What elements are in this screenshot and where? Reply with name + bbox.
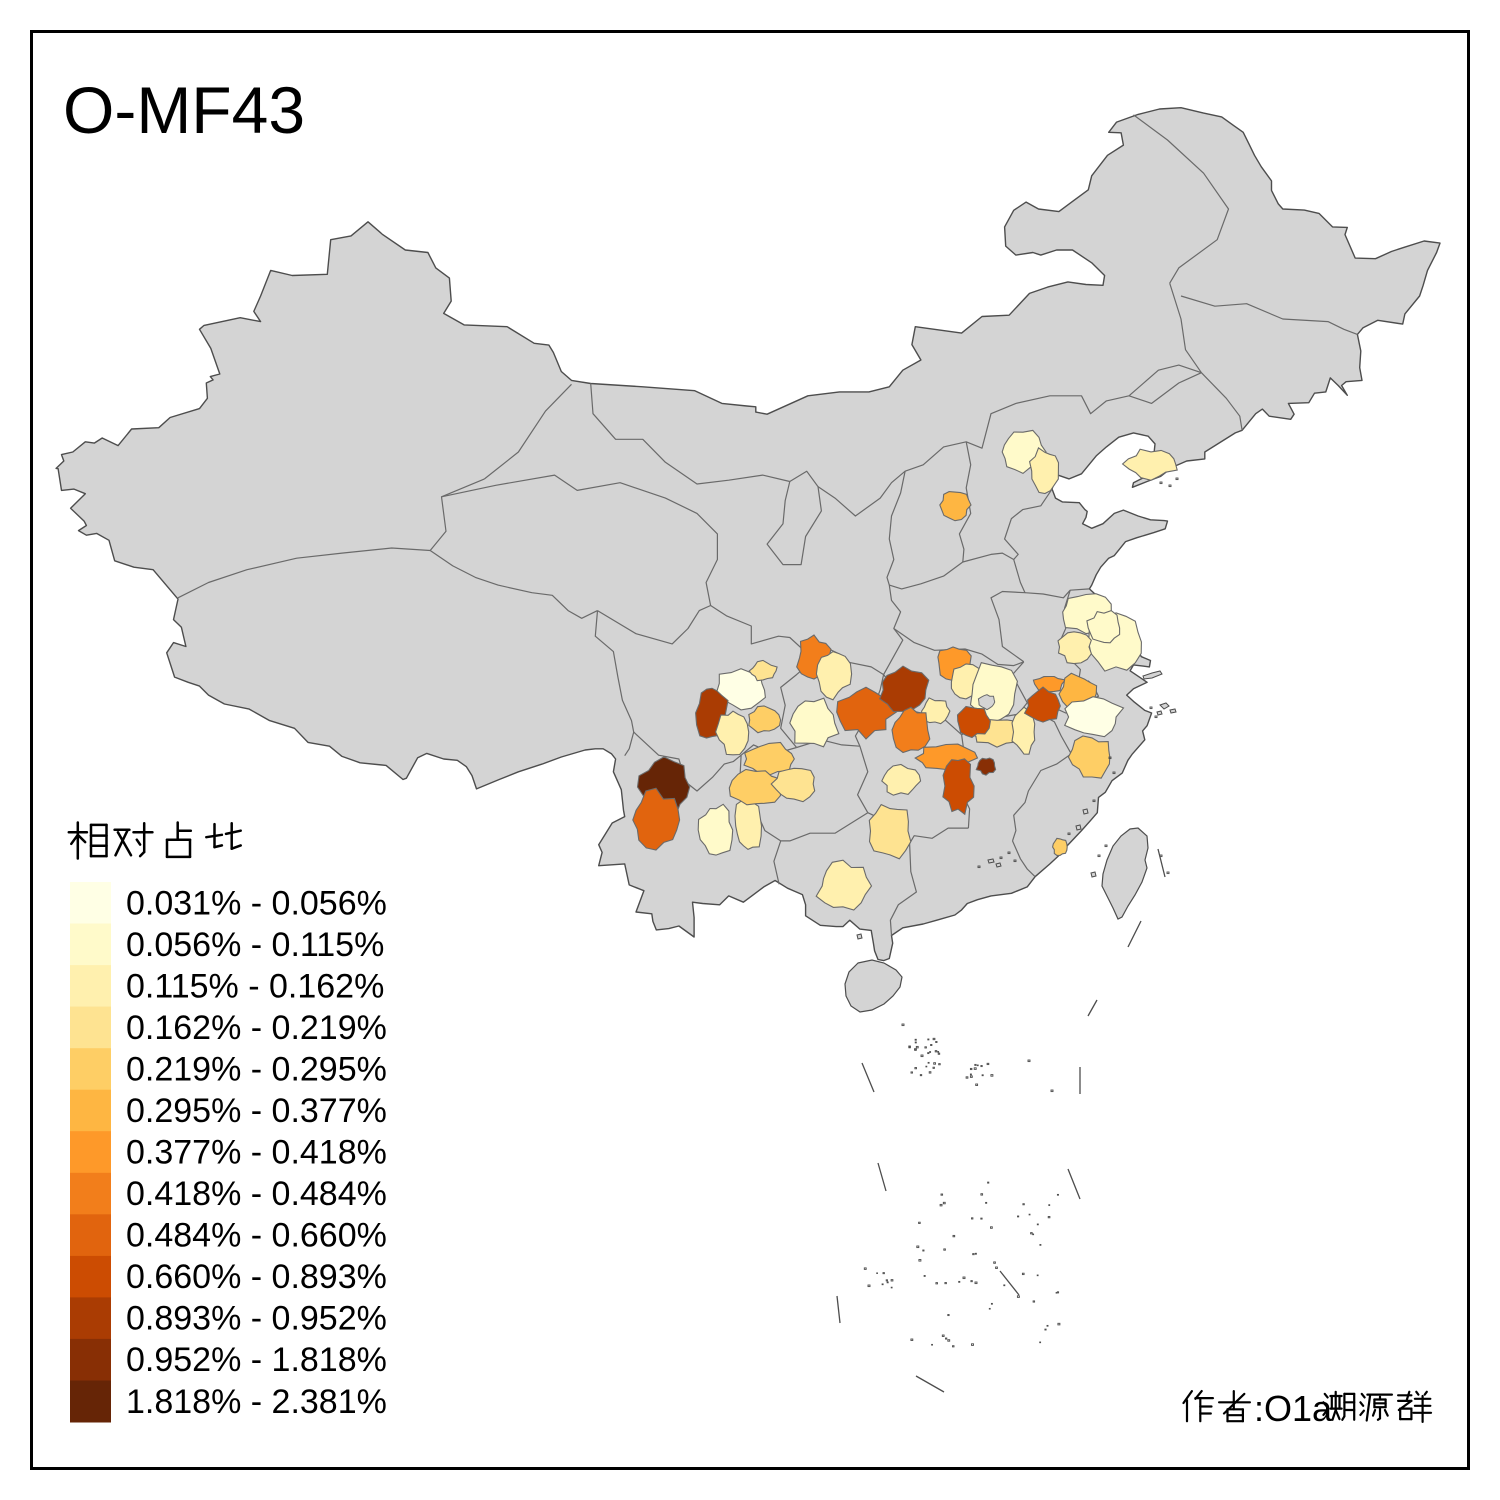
svg-text:0.660% - 0.893%: 0.660% - 0.893% bbox=[126, 1258, 387, 1296]
svg-text:O-MF43: O-MF43 bbox=[63, 73, 305, 147]
svg-text:0.484% - 0.660%: 0.484% - 0.660% bbox=[126, 1217, 387, 1255]
svg-text:0.115% - 0.162%: 0.115% - 0.162% bbox=[126, 967, 384, 1005]
svg-text:0.893% - 0.952%: 0.893% - 0.952% bbox=[126, 1300, 387, 1338]
svg-text:0.418% - 0.484%: 0.418% - 0.484% bbox=[126, 1175, 387, 1213]
svg-text:0.219% - 0.295%: 0.219% - 0.295% bbox=[126, 1050, 387, 1088]
svg-text::O1a: :O1a bbox=[1254, 1388, 1333, 1429]
svg-text:0.031% - 0.056%: 0.031% - 0.056% bbox=[126, 884, 387, 922]
svg-text:1.818% - 2.381%: 1.818% - 2.381% bbox=[126, 1383, 387, 1421]
svg-text:0.377% - 0.418%: 0.377% - 0.418% bbox=[126, 1134, 387, 1172]
svg-text:0.162% - 0.219%: 0.162% - 0.219% bbox=[126, 1009, 387, 1047]
svg-text:0.295% - 0.377%: 0.295% - 0.377% bbox=[126, 1092, 387, 1130]
svg-text:0.056% - 0.115%: 0.056% - 0.115% bbox=[126, 926, 384, 964]
svg-text:0.952% - 1.818%: 0.952% - 1.818% bbox=[126, 1341, 387, 1379]
